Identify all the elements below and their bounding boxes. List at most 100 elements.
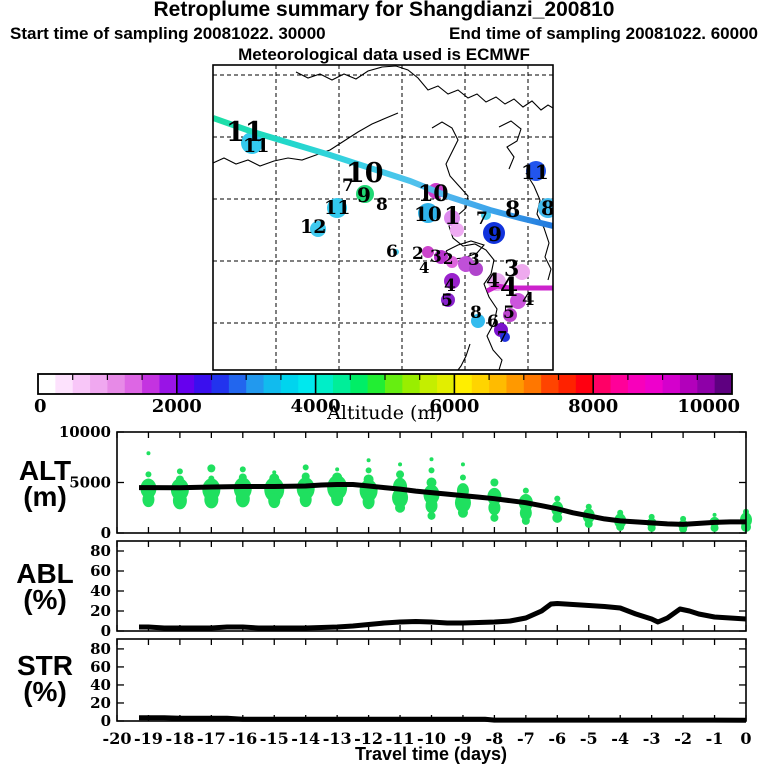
colorbar-cell [610, 374, 629, 394]
plume-particle-blob [429, 457, 434, 462]
altitude-colorbar: 0 2000 4000 6000 8000 10000 [34, 373, 740, 417]
str-mean-line [139, 715, 747, 723]
colorbar-cell [627, 374, 646, 394]
plume-centroid-dot [471, 314, 485, 328]
colorbar-cell [454, 374, 473, 394]
x-tick-label: -9 [454, 729, 472, 748]
trajectory-day-number: 11 [226, 117, 264, 148]
trajectory-day-number: 8 [541, 196, 555, 220]
plume-particle-blob [302, 464, 309, 471]
trajectory-day-number: 4 [486, 268, 500, 292]
coastline [457, 343, 471, 370]
colorbar-cell [142, 374, 160, 394]
plume-particle-blob [392, 487, 409, 508]
x-tick-label: -19 [134, 729, 163, 748]
x-tick-label: -14 [291, 729, 320, 748]
y-tick-label: 80 [90, 542, 111, 560]
x-tick-label: -18 [165, 729, 194, 748]
plume-particle-blob [552, 512, 563, 523]
abl-mean-line [139, 601, 747, 631]
str-label-line2: (%) [23, 676, 67, 707]
trajectory-day-number: 7 [497, 328, 507, 346]
x-tick-label: -3 [643, 729, 661, 748]
trajectory-day-number: 4 [522, 289, 535, 310]
plume-particle-blob [146, 451, 151, 456]
coastline [295, 65, 553, 111]
colorbar-cell [90, 374, 108, 394]
trajectory-day-number: 8 [376, 195, 388, 215]
colorbar-cell [176, 374, 195, 394]
x-tick-label: -10 [417, 729, 446, 748]
plume-particle-blob [519, 505, 532, 521]
colorbar-cell [263, 374, 282, 394]
plume-centroid-dot [444, 273, 460, 289]
colorbar-cell [645, 374, 664, 394]
plume-particle-blob [616, 522, 625, 531]
trajectory-day-number: 2 [443, 250, 453, 268]
page-title: Retroplume summary for Shangdianzi_20081… [154, 0, 615, 21]
x-axis-title: Travel time (days) [355, 744, 507, 764]
plume-centroid-dot [418, 203, 438, 223]
colorbar-tick-label: 6000 [429, 396, 479, 417]
plume-particle-blob [712, 512, 717, 517]
plume-particle-blob [331, 491, 344, 507]
colorbar-tick-label: 0 [34, 396, 47, 417]
alt-panel-border [116, 431, 747, 534]
plume-centroid-dot [444, 210, 460, 226]
trajectory-day-number: 11 [243, 135, 269, 157]
mean-trajectory-line [213, 115, 553, 229]
x-tick-label: -5 [580, 729, 598, 748]
plume-particle-blob [296, 477, 315, 500]
plume-centroid-dot [327, 198, 347, 218]
colorbar-cell [38, 374, 56, 394]
colorbar-cell [72, 374, 91, 394]
colorbar-cell [367, 374, 386, 394]
plume-particle-blob [272, 470, 277, 475]
colorbar-tick-label: 8000 [568, 396, 618, 417]
x-tick-label: -13 [323, 729, 352, 748]
y-tick-label: 80 [90, 640, 111, 658]
trajectory-day-number: 5 [441, 291, 453, 311]
str-panel-label: STR (%) [17, 650, 73, 707]
colorbar-cell [298, 374, 317, 394]
alt-panel-label: ALT (m) [19, 455, 71, 512]
trajectory-day-number: 6 [487, 312, 499, 332]
plume-centroid-dot [356, 185, 374, 203]
y-tick-label: 10000 [59, 423, 111, 441]
colorbar-cell [523, 374, 542, 394]
met-data-label: Meteorological data used is ECMWF [238, 45, 530, 64]
colorbar-cell [437, 374, 455, 394]
colorbar-cell [332, 374, 351, 394]
x-tick-label: -8 [486, 729, 504, 748]
plume-particle-blob [176, 468, 183, 475]
x-tick-label: -6 [548, 729, 566, 748]
abl-label-line2: (%) [23, 584, 67, 615]
plume-particle-blob [366, 458, 371, 463]
colorbar-cell [419, 374, 438, 394]
y-tick-label: 20 [90, 694, 111, 712]
plume-particle-blob [460, 462, 465, 467]
plume-particle-blob [647, 523, 656, 532]
abl-panel: 0 20 40 60 80 [90, 540, 747, 640]
plume-particle-blob [172, 491, 187, 510]
y-tick-label: 5000 [69, 474, 111, 492]
plume-centroid-dot [241, 132, 263, 154]
x-tick-label: -1 [706, 729, 724, 748]
plume-centroid-dot [441, 293, 455, 307]
plume-centroid-dot [469, 262, 483, 276]
plume-particle-blob [584, 519, 593, 528]
alt-label-line1: ALT [19, 455, 71, 486]
colorbar-cell [558, 374, 577, 394]
coastline [498, 120, 522, 170]
colorbar-cell [593, 374, 612, 394]
plume-centroid-dot [500, 332, 510, 342]
plume-particle-blob [488, 500, 501, 516]
colorbar-cell [471, 374, 490, 394]
coastline [525, 172, 552, 281]
colorbar-cell [714, 374, 733, 394]
x-tick-label: -20 [103, 729, 132, 748]
